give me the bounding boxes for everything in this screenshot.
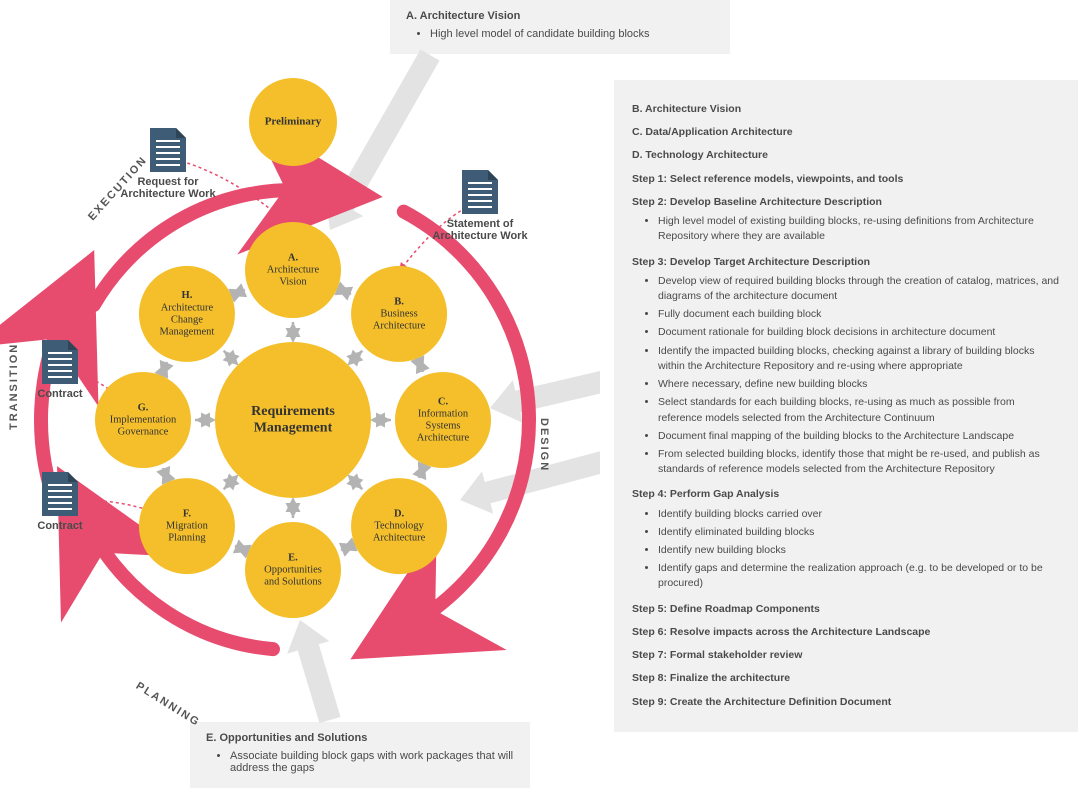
- panel-list-item: From selected building blocks, identify …: [658, 447, 1060, 477]
- panel-list-item: Identify building blocks carried over: [658, 507, 1060, 522]
- panel-heading: Step 1: Select reference models, viewpoi…: [632, 172, 1060, 187]
- svg-text:G.: G.: [138, 402, 149, 413]
- svg-text:H.: H.: [182, 290, 193, 301]
- svg-text:Information: Information: [418, 408, 469, 419]
- panel-list-item: Document final mapping of the building b…: [658, 429, 1060, 444]
- panel-list-item: Identify gaps and determine the realizat…: [658, 561, 1060, 591]
- svg-text:Technology: Technology: [374, 520, 424, 531]
- svg-text:Systems: Systems: [425, 420, 460, 431]
- panel-list-item: Fully document each building block: [658, 307, 1060, 322]
- panel-heading: C. Data/Application Architecture: [632, 125, 1060, 140]
- arc-label: PLANNING: [134, 680, 203, 729]
- svg-text:and Solutions: and Solutions: [264, 576, 321, 587]
- document-label: Request for Architecture Work: [113, 176, 223, 200]
- svg-text:Preliminary: Preliminary: [265, 116, 322, 128]
- panel-heading: B. Architecture Vision: [632, 102, 1060, 117]
- svg-text:Opportunities: Opportunities: [264, 564, 322, 575]
- svg-text:Management: Management: [160, 326, 215, 337]
- svg-text:A.: A.: [288, 252, 299, 263]
- svg-text:Implementation: Implementation: [110, 414, 177, 425]
- panel-list-item: Identify new building blocks: [658, 543, 1060, 558]
- panel-heading: Step 2: Develop Baseline Architecture De…: [632, 195, 1060, 210]
- arc-label: DESIGN: [538, 418, 550, 472]
- panel-list: High level model of existing building bl…: [632, 214, 1060, 244]
- panel-heading: Step 6: Resolve impacts across the Archi…: [632, 625, 1060, 640]
- panel-list: Develop view of required building blocks…: [632, 274, 1060, 478]
- svg-text:Business: Business: [380, 308, 417, 319]
- svg-text:B.: B.: [394, 296, 404, 307]
- panel-list: Identify building blocks carried over Ide…: [632, 507, 1060, 592]
- svg-text:Migration: Migration: [166, 520, 209, 531]
- svg-text:C.: C.: [438, 396, 449, 407]
- arc-label: TRANSITION: [8, 343, 20, 430]
- panel-heading: Step 4: Perform Gap Analysis: [632, 487, 1060, 502]
- svg-text:F.: F.: [183, 508, 191, 519]
- document-label: Contract: [5, 520, 115, 532]
- diagram-area: RequirementsManagementPreliminaryA.Archi…: [0, 0, 600, 792]
- svg-text:Vision: Vision: [279, 276, 307, 287]
- document-label: Statement of Architecture Work: [425, 218, 535, 242]
- panel-list-item: Identify the impacted building blocks, c…: [658, 344, 1060, 374]
- svg-text:Requirements: Requirements: [251, 404, 335, 419]
- svg-text:Architecture: Architecture: [373, 533, 426, 544]
- svg-text:Change: Change: [171, 314, 203, 325]
- right-panel: B. Architecture Vision C. Data/Applicatio…: [614, 80, 1078, 732]
- svg-text:Architecture: Architecture: [417, 433, 470, 444]
- svg-text:Architecture: Architecture: [267, 264, 320, 275]
- panel-list-item: Select standards for each building block…: [658, 395, 1060, 425]
- svg-text:E.: E.: [288, 552, 298, 563]
- svg-text:Architecture: Architecture: [161, 302, 214, 313]
- panel-heading: Step 8: Finalize the architecture: [632, 671, 1060, 686]
- panel-heading: Step 7: Formal stakeholder review: [632, 648, 1060, 663]
- svg-text:Governance: Governance: [118, 426, 169, 437]
- panel-list-item: Identify eliminated building blocks: [658, 525, 1060, 540]
- document-label: Contract: [5, 388, 115, 400]
- panel-list-item: Where necessary, define new building blo…: [658, 377, 1060, 392]
- panel-list-item: Document rationale for building block de…: [658, 325, 1060, 340]
- panel-list-item: Develop view of required building blocks…: [658, 274, 1060, 304]
- panel-heading: D. Technology Architecture: [632, 148, 1060, 163]
- svg-text:Architecture: Architecture: [373, 320, 426, 331]
- panel-heading: Step 3: Develop Target Architecture Desc…: [632, 255, 1060, 270]
- panel-heading: Step 9: Create the Architecture Definiti…: [632, 695, 1060, 710]
- panel-list-item: High level model of existing building bl…: [658, 214, 1060, 244]
- svg-text:Management: Management: [254, 420, 333, 435]
- panel-heading: Step 5: Define Roadmap Components: [632, 602, 1060, 617]
- svg-text:D.: D.: [394, 508, 405, 519]
- svg-text:Planning: Planning: [168, 533, 206, 544]
